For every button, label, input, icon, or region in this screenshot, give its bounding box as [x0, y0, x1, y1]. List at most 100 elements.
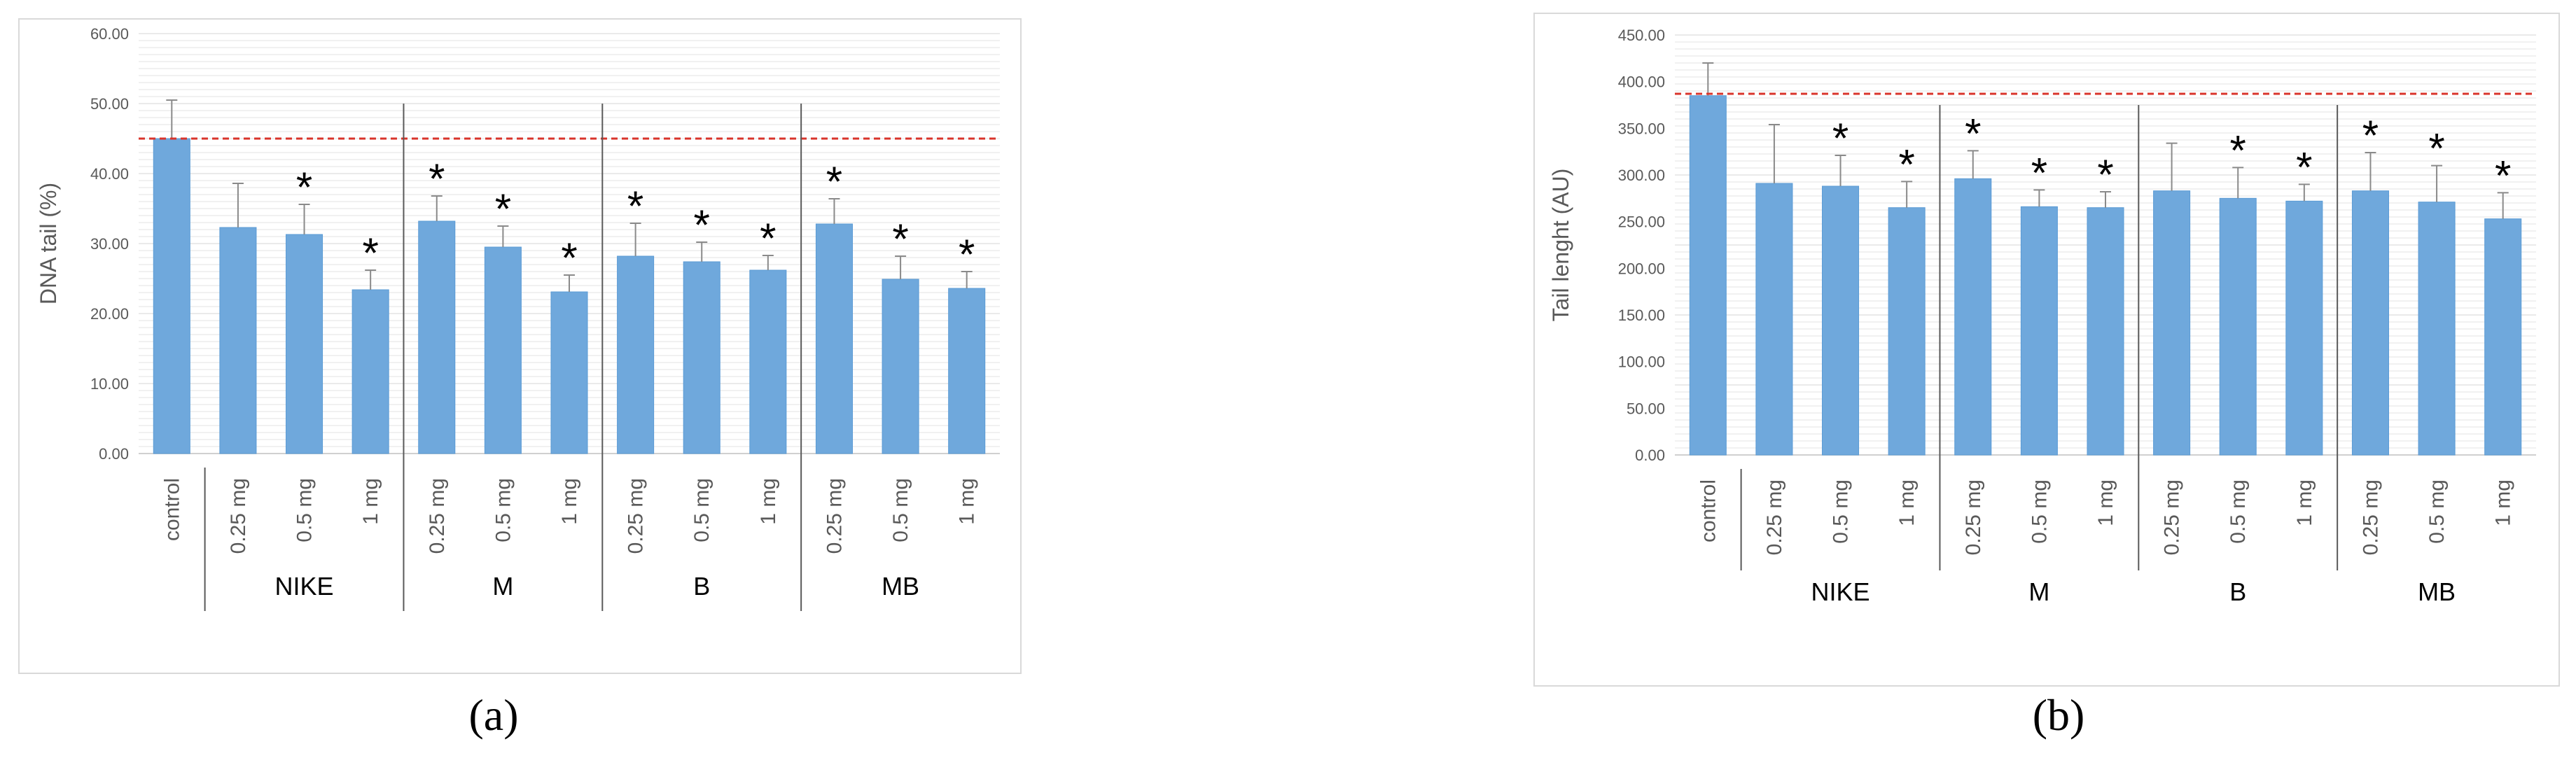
group-label: MB	[2418, 577, 2456, 606]
panel-label-a: (a)	[468, 690, 519, 740]
x-category-label: 1 mg	[2293, 479, 2316, 526]
bar	[2285, 200, 2323, 456]
y-axis-label: Tail lenght (AU)	[1548, 169, 1573, 322]
tail-length-chart: 0.00 50.00 100.00 150.00 200.00 250.00 300.00 3…	[1548, 27, 2536, 606]
y-tick-label: 30.00	[90, 235, 129, 253]
bar	[1822, 185, 1860, 456]
x-category-label: 0.25 mg	[625, 478, 648, 554]
chart-panel-b: 0.00 50.00 100.00 150.00 200.00 250.00 300.00 3…	[1533, 13, 2560, 687]
x-category-label: 0.5 mg	[690, 478, 713, 542]
bar	[617, 255, 655, 454]
x-category-label: 0.5 mg	[293, 478, 316, 542]
bar	[286, 234, 323, 454]
bar	[153, 138, 190, 454]
x-category-label: 0.25 mg	[823, 478, 846, 554]
bar	[418, 220, 456, 454]
bar	[749, 269, 787, 454]
significance-star: *	[826, 158, 842, 205]
bar	[2351, 190, 2389, 456]
bar	[1954, 178, 1992, 456]
y-tick-label: 0.00	[99, 445, 129, 463]
y-tick-label: 40.00	[90, 165, 129, 183]
x-category-label: 0.25 mg	[2359, 479, 2382, 555]
significance-star: *	[495, 185, 511, 232]
significance-star: *	[1898, 141, 1914, 188]
bar	[351, 289, 389, 454]
y-tick-label: 300.00	[1618, 167, 1665, 184]
y-tick-label: 60.00	[90, 25, 129, 43]
significance-star: *	[429, 155, 445, 202]
significance-star: *	[561, 234, 577, 281]
significance-star: *	[627, 183, 643, 230]
panel-label-b: (b)	[2032, 690, 2085, 740]
significance-star: *	[694, 202, 710, 248]
x-category-label: 0.5 mg	[2028, 479, 2051, 544]
x-category-label: 0.5 mg	[2425, 479, 2449, 544]
x-category-label: 0.5 mg	[1830, 479, 1853, 544]
significance-star: *	[2495, 152, 2511, 199]
x-category-label: 1 mg	[2492, 479, 2515, 526]
y-tick-label: 250.00	[1618, 213, 1665, 231]
y-tick-label: 150.00	[1618, 307, 1665, 324]
x-category-label: 1 mg	[558, 478, 581, 525]
x-category-label: 0.25 mg	[2161, 479, 2184, 555]
group-label: NIKE	[1811, 577, 1870, 606]
bar	[2418, 202, 2456, 456]
significance-star: *	[296, 164, 312, 211]
bar	[683, 261, 720, 454]
x-category-label: 0.5 mg	[2227, 479, 2250, 544]
bar	[1755, 183, 1793, 456]
y-tick-label: 50.00	[1627, 400, 1665, 417]
chart-panel-a: 0.00 10.00 20.00 30.00 40.00 50.00 60.00 DNA ta…	[18, 18, 1022, 674]
group-label: MB	[882, 572, 919, 601]
bar	[219, 227, 257, 454]
y-tick-label: 400.00	[1618, 73, 1665, 91]
x-category-label: 0.25 mg	[426, 478, 449, 554]
significance-star: *	[2230, 127, 2246, 174]
significance-star: *	[2097, 151, 2113, 198]
bar	[2219, 197, 2257, 456]
significance-star: *	[2296, 143, 2312, 190]
y-tick-label: 50.00	[90, 95, 129, 113]
x-category-label: 0.25 mg	[227, 478, 250, 554]
x-category-label: control	[1697, 479, 1720, 542]
bar	[882, 279, 919, 454]
x-category-label: 0.5 mg	[889, 478, 912, 542]
y-tick-label: 20.00	[90, 305, 129, 323]
y-tick-label: 100.00	[1618, 353, 1665, 371]
bar	[815, 223, 853, 454]
x-category-label: 1 mg	[956, 478, 979, 525]
y-tick-label: 10.00	[90, 375, 129, 393]
group-label: B	[2229, 577, 2246, 606]
bar	[484, 246, 522, 454]
bar	[2020, 206, 2058, 456]
significance-star: *	[2362, 112, 2379, 159]
y-axis-label: DNA tail (%)	[36, 183, 61, 304]
bar	[550, 291, 588, 454]
bar	[2153, 190, 2191, 456]
y-tick-label: 450.00	[1618, 27, 1665, 44]
significance-star: *	[760, 215, 776, 262]
bar	[2484, 218, 2522, 456]
group-label: B	[693, 572, 710, 601]
significance-star: *	[362, 230, 378, 276]
y-tick-label: 0.00	[1635, 447, 1665, 464]
y-tick-label: 200.00	[1618, 260, 1665, 277]
bar	[2087, 207, 2124, 456]
x-category-label: 1 mg	[2094, 479, 2117, 526]
significance-star: *	[892, 216, 908, 262]
group-label: M	[2028, 577, 2049, 606]
x-category-label: control	[160, 478, 183, 541]
x-category-label: 1 mg	[757, 478, 780, 525]
significance-star: *	[2031, 149, 2047, 196]
bar	[1689, 95, 1727, 456]
group-label: NIKE	[275, 572, 334, 601]
significance-star: *	[959, 231, 975, 278]
x-category-label: 0.25 mg	[1763, 479, 1786, 555]
x-category-label: 1 mg	[359, 478, 382, 525]
bar	[948, 288, 986, 454]
x-category-label: 1 mg	[1895, 479, 1919, 526]
bar	[1888, 207, 1926, 456]
group-label: M	[492, 572, 513, 601]
x-category-label: 0.5 mg	[492, 478, 515, 542]
